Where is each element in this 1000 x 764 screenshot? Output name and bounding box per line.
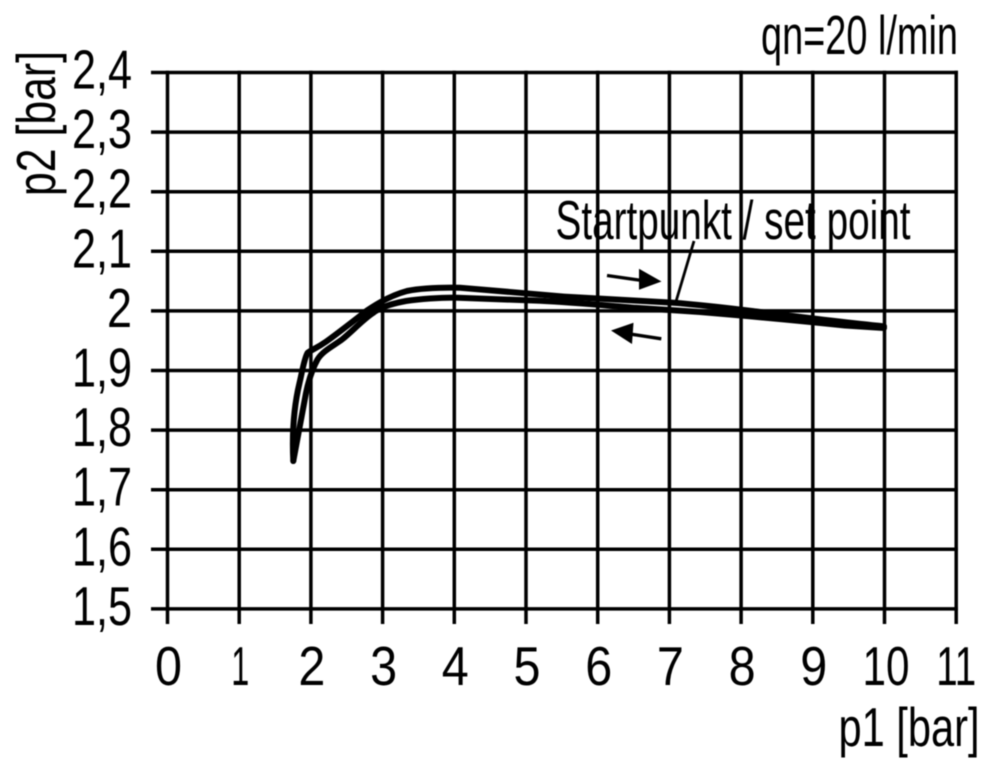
svg-text:1,8: 1,8 — [72, 396, 132, 458]
svg-text:7: 7 — [657, 635, 684, 697]
svg-text:0: 0 — [155, 635, 182, 697]
svg-text:1,7: 1,7 — [72, 456, 132, 518]
svg-text:10: 10 — [863, 635, 910, 697]
svg-text:1,6: 1,6 — [72, 515, 132, 577]
svg-text:2,4: 2,4 — [72, 39, 132, 101]
svg-text:p2 [bar]: p2 [bar] — [5, 51, 67, 196]
svg-text:2: 2 — [107, 277, 132, 339]
svg-text:5: 5 — [514, 635, 541, 697]
svg-text:11: 11 — [936, 635, 976, 697]
svg-text:8: 8 — [729, 635, 756, 697]
svg-text:6: 6 — [585, 635, 612, 697]
svg-text:3: 3 — [370, 635, 397, 697]
svg-text:2,3: 2,3 — [72, 98, 132, 160]
svg-text:2,1: 2,1 — [72, 217, 132, 279]
svg-text:qn=20 l/min: qn=20 l/min — [761, 4, 958, 66]
svg-text:p1 [bar]: p1 [bar] — [839, 696, 980, 758]
svg-text:1,5: 1,5 — [72, 575, 132, 637]
svg-text:1,9: 1,9 — [72, 337, 132, 399]
svg-text:Startpunkt / set point: Startpunkt / set point — [556, 189, 911, 251]
svg-text:1: 1 — [231, 635, 249, 697]
svg-text:2,2: 2,2 — [72, 158, 132, 220]
svg-text:4: 4 — [442, 635, 469, 697]
svg-text:2: 2 — [298, 635, 325, 697]
svg-text:9: 9 — [800, 635, 827, 697]
